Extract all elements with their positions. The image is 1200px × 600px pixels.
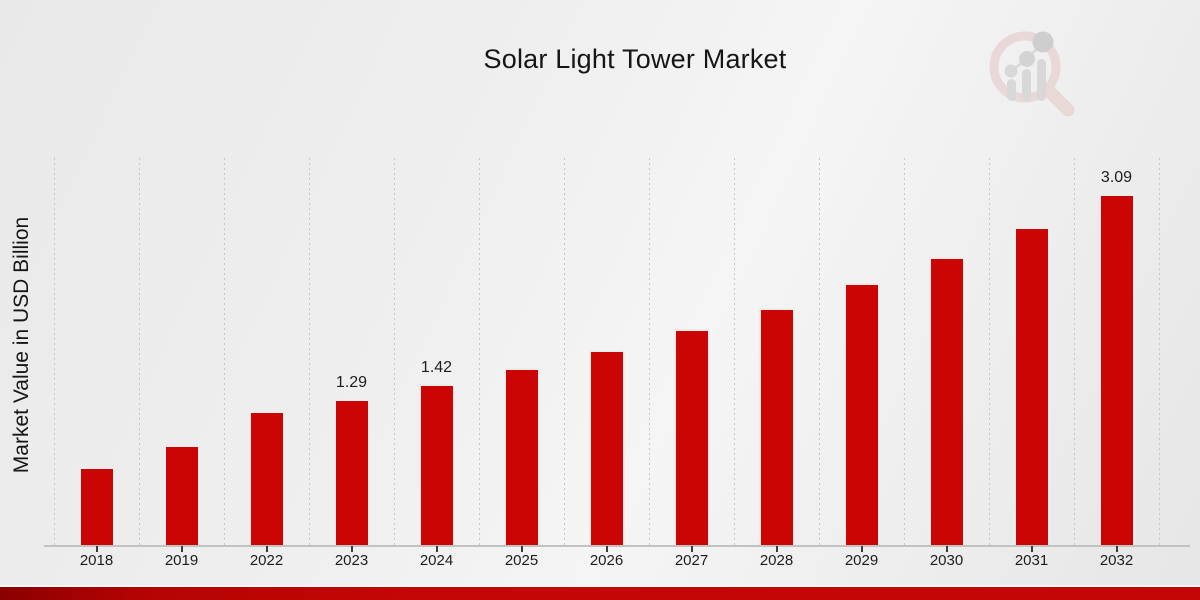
trend-bars-icon xyxy=(1004,31,1054,101)
gridline xyxy=(139,158,140,545)
x-axis-label-2032: 2032 xyxy=(1099,552,1134,569)
x-axis-tick xyxy=(350,546,353,552)
gridline xyxy=(394,158,395,545)
bar-2022 xyxy=(248,411,285,545)
x-axis-label-2031: 2031 xyxy=(1014,552,1049,569)
x-axis-tick xyxy=(180,546,183,552)
bar-2029 xyxy=(843,283,880,545)
x-axis-tick xyxy=(945,546,948,552)
x-axis-tick xyxy=(690,546,693,552)
x-axis-tick xyxy=(1115,546,1118,552)
gridline xyxy=(819,158,820,545)
x-axis-tick xyxy=(1030,546,1033,552)
x-axis-tick xyxy=(265,546,268,552)
gridline xyxy=(1074,158,1075,545)
bar-2019 xyxy=(163,445,200,545)
gridline xyxy=(564,158,565,545)
bar-2032 xyxy=(1098,194,1135,545)
gridline xyxy=(734,158,735,545)
x-axis-tick xyxy=(775,546,778,552)
x-axis-label-2026: 2026 xyxy=(589,552,624,569)
bar-2023 xyxy=(333,399,370,545)
magnifier-bar-chart-logo-icon xyxy=(989,31,1075,117)
chart-title: Solar Light Tower Market xyxy=(483,44,787,74)
bar-2028 xyxy=(758,308,795,545)
x-axis-label-2027: 2027 xyxy=(674,552,709,569)
x-axis-label-2030: 2030 xyxy=(929,552,964,569)
plot-area: 1.29 1.42 3.09 xyxy=(54,158,1160,545)
x-axis-tick xyxy=(435,546,438,552)
x-axis-line xyxy=(44,545,1190,547)
x-axis-tick xyxy=(95,546,98,552)
footer-accent-bar xyxy=(0,585,1200,600)
x-axis-label-2023: 2023 xyxy=(334,552,369,569)
bar-2025 xyxy=(503,368,540,545)
gridline xyxy=(904,158,905,545)
x-axis-label-2019: 2019 xyxy=(164,552,199,569)
bar-value-label-2032: 3.09 xyxy=(1100,169,1133,186)
bar-value-label-2023: 1.29 xyxy=(335,374,368,391)
y-axis-label: Market Value in USD Billion xyxy=(10,216,33,474)
x-axis-label-2028: 2028 xyxy=(759,552,794,569)
x-axis-label-2024: 2024 xyxy=(419,552,454,569)
bar-2024 xyxy=(418,384,455,545)
bar-2030 xyxy=(928,257,965,545)
x-axis-tick xyxy=(605,546,608,552)
x-axis-label-2018: 2018 xyxy=(79,552,114,569)
bar-2026 xyxy=(588,350,625,545)
bar-value-label-2024: 1.42 xyxy=(420,359,453,376)
x-axis-label-2029: 2029 xyxy=(844,552,879,569)
x-axis-label-2022: 2022 xyxy=(249,552,284,569)
gridline xyxy=(989,158,990,545)
gridline xyxy=(1159,158,1160,545)
gridline xyxy=(479,158,480,545)
x-axis-tick xyxy=(860,546,863,552)
bar-2018 xyxy=(78,467,115,545)
bar-2027 xyxy=(673,329,710,545)
x-axis-label-2025: 2025 xyxy=(504,552,539,569)
gridline xyxy=(309,158,310,545)
gridline xyxy=(224,158,225,545)
x-axis-tick xyxy=(520,546,523,552)
gridline xyxy=(54,158,55,545)
gridline xyxy=(649,158,650,545)
bar-2031 xyxy=(1013,227,1050,545)
